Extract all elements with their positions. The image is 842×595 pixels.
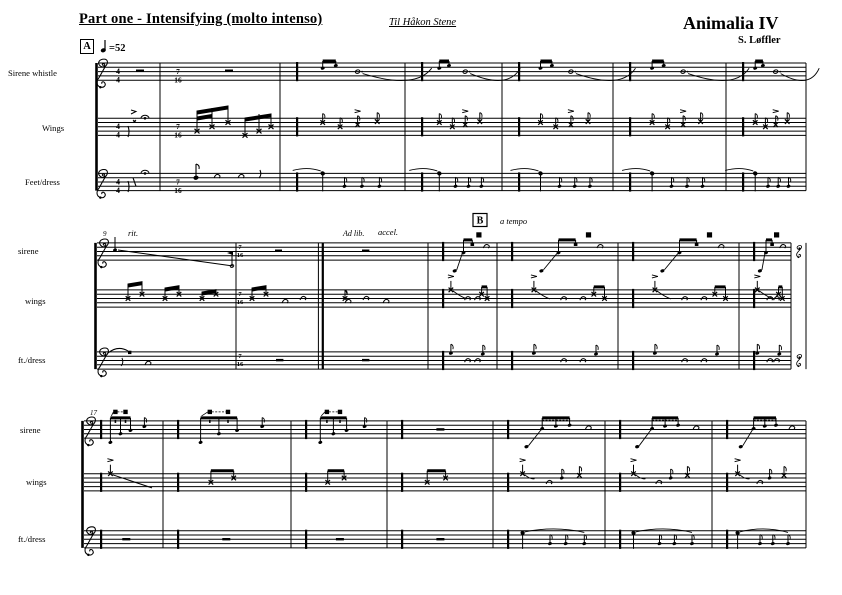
svg-text:17: 17 [90,409,98,417]
svg-text:rit.: rit. [128,228,138,238]
svg-text:B: B [477,216,484,227]
svg-text:16: 16 [237,299,244,306]
svg-text:Ad lib.: Ad lib. [342,229,364,238]
svg-text:=52: =52 [109,43,125,54]
svg-text:accel.: accel. [378,227,398,237]
svg-text:16: 16 [237,361,244,368]
svg-text:16: 16 [237,252,244,259]
svg-text:9: 9 [103,230,107,238]
svg-text:a tempo: a tempo [500,216,527,226]
